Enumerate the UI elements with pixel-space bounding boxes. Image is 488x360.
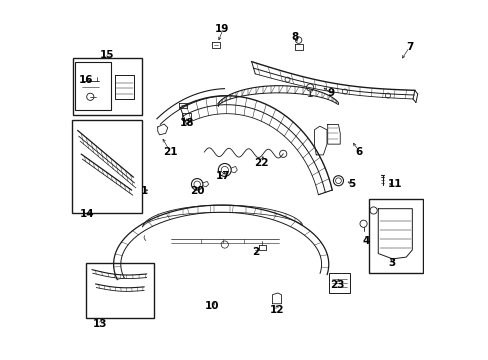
Text: 11: 11 (387, 179, 402, 189)
Text: 12: 12 (269, 305, 284, 315)
Bar (86, 263, 154, 318)
Text: 20: 20 (189, 186, 204, 197)
Text: 14: 14 (79, 209, 94, 219)
Text: 7: 7 (405, 42, 412, 52)
Bar (368, 199, 422, 273)
Text: 18: 18 (180, 118, 194, 128)
Text: 23: 23 (330, 280, 344, 290)
Bar (73, 58, 142, 116)
Text: 13: 13 (93, 319, 107, 329)
Bar (328, 273, 349, 293)
Text: 16: 16 (79, 75, 93, 85)
Text: 19: 19 (215, 24, 229, 35)
Text: 3: 3 (387, 258, 394, 268)
Bar (72, 120, 142, 213)
Text: 1: 1 (140, 186, 147, 197)
Text: 5: 5 (348, 179, 355, 189)
Text: 2: 2 (251, 247, 258, 257)
Text: 22: 22 (254, 158, 268, 168)
Text: 8: 8 (290, 32, 298, 41)
Text: 15: 15 (100, 50, 115, 60)
Text: 17: 17 (215, 171, 230, 181)
Text: 6: 6 (355, 147, 362, 157)
Text: 10: 10 (204, 301, 219, 311)
Text: 4: 4 (362, 236, 369, 246)
Bar (75, 62, 111, 110)
Text: 21: 21 (163, 147, 177, 157)
Text: 9: 9 (326, 88, 333, 98)
